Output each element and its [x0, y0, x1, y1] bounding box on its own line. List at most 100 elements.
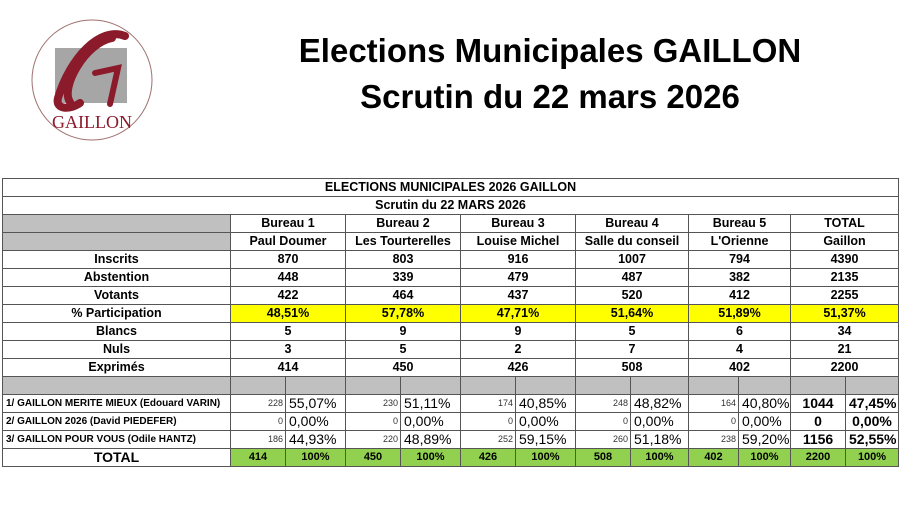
total-percent: 100% [285, 448, 346, 467]
svg-text:GAILLON: GAILLON [52, 112, 132, 132]
vote-count: 260 [575, 430, 631, 449]
blank-cell [460, 376, 516, 395]
stat-value: 5 [575, 322, 689, 341]
row-label: Abstention [2, 268, 231, 287]
stat-value: 479 [460, 268, 576, 287]
vote-count: 1044 [790, 394, 846, 413]
stat-value: 57,78% [345, 304, 461, 323]
vote-percent: 52,55% [844, 430, 900, 449]
separator-row [2, 376, 900, 395]
vote-count: 174 [460, 394, 516, 413]
blank-cell [230, 376, 286, 395]
row-label: Exprimés [2, 358, 231, 377]
blank-cell [2, 214, 231, 233]
vote-count: 0 [790, 412, 846, 431]
stat-value: 382 [688, 268, 791, 287]
bureau-header: Bureau 3 [460, 214, 576, 233]
stat-value: 3 [230, 340, 346, 359]
vote-count: 1156 [790, 430, 846, 449]
stat-value: 1007 [575, 250, 689, 269]
location-row: Paul Doumer Les Tourterelles Louise Michel… [2, 232, 900, 251]
location-header: Paul Doumer [230, 232, 346, 251]
table-title: ELECTIONS MUNICIPALES 2026 GAILLON [1, 178, 900, 197]
list-label: 2/ GAILLON 2026 (David PIEDEFER) [2, 412, 231, 431]
location-header: Salle du conseil [575, 232, 689, 251]
blank-cell [2, 376, 231, 395]
blank-cell [2, 232, 231, 251]
location-header: Louise Michel [460, 232, 576, 251]
table-subtitle: Scrutin du 22 MARS 2026 [1, 196, 900, 215]
total-percent: 100% [844, 448, 900, 467]
stat-row: Nuls 3 5 2 7 4 21 [2, 340, 900, 359]
stat-row: Exprimés 414 450 426 508 402 2200 [2, 358, 900, 377]
vote-percent: 48,82% [630, 394, 689, 413]
blank-cell [345, 376, 401, 395]
vote-percent: 0,00% [285, 412, 346, 431]
vote-percent: 48,89% [400, 430, 461, 449]
vote-count: 0 [230, 412, 286, 431]
vote-percent: 59,20% [738, 430, 791, 449]
blank-cell [285, 376, 346, 395]
list-label: 1/ GAILLON MERITE MIEUX (Edouard VARIN) [2, 394, 231, 413]
stat-value: 47,71% [460, 304, 576, 323]
vote-count: 164 [688, 394, 739, 413]
stat-value: 2 [460, 340, 576, 359]
vote-count: 230 [345, 394, 401, 413]
stat-value: 9 [345, 322, 461, 341]
bureau-header: Bureau 5 [688, 214, 791, 233]
total-percent: 100% [738, 448, 791, 467]
total-label: TOTAL [2, 448, 231, 467]
total-percent: 100% [515, 448, 576, 467]
vote-percent: 0,00% [515, 412, 576, 431]
bureau-header: Bureau 1 [230, 214, 346, 233]
bureau-header: Bureau 4 [575, 214, 689, 233]
blank-cell [630, 376, 689, 395]
stat-value: 4390 [789, 250, 900, 269]
vote-percent: 0,00% [400, 412, 461, 431]
stat-value: 9 [460, 322, 576, 341]
vote-percent: 0,00% [630, 412, 689, 431]
stat-value: 339 [345, 268, 461, 287]
stat-value: 794 [688, 250, 791, 269]
stat-value: 412 [688, 286, 791, 305]
stat-value: 2200 [789, 358, 900, 377]
bureau-row: Bureau 1 Bureau 2 Bureau 3 Bureau 4 Bureau 5… [2, 214, 900, 233]
stat-row: Votants 422 464 437 520 412 2255 [2, 286, 900, 305]
vote-count: 186 [230, 430, 286, 449]
bureau-header: Bureau 2 [345, 214, 461, 233]
stat-value: 916 [460, 250, 576, 269]
subtitle-row: Scrutin du 22 MARS 2026 [1, 196, 900, 215]
list-row: 1/ GAILLON MERITE MIEUX (Edouard VARIN) 2… [2, 394, 900, 413]
stat-value: 450 [345, 358, 461, 377]
vote-percent: 51,11% [400, 394, 461, 413]
page-subtitle: Scrutin du 22 mars 2026 [360, 78, 740, 115]
row-label: Nuls [2, 340, 231, 359]
blank-cell [688, 376, 739, 395]
vote-count: 228 [230, 394, 286, 413]
total-row: TOTAL 414 100% 450 100% 426 100% 508 100% 402 100%… [2, 448, 900, 467]
stat-value: 422 [230, 286, 346, 305]
total-votes: 426 [460, 448, 516, 467]
list-row: 2/ GAILLON 2026 (David PIEDEFER) 0 0,00% 0 0… [2, 412, 900, 431]
vote-count: 252 [460, 430, 516, 449]
row-label: Inscrits [2, 250, 231, 269]
stat-value: 7 [575, 340, 689, 359]
location-header: L'Orienne [688, 232, 791, 251]
stat-value: 437 [460, 286, 576, 305]
vote-percent: 47,45% [844, 394, 900, 413]
stat-value: 402 [688, 358, 791, 377]
stat-value: 426 [460, 358, 576, 377]
vote-count: 248 [575, 394, 631, 413]
results-table: ELECTIONS MUNICIPALES 2026 GAILLON Scruti… [1, 178, 900, 467]
blank-cell [790, 376, 846, 395]
stat-value: 803 [345, 250, 461, 269]
stat-value: 414 [230, 358, 346, 377]
stat-value: 487 [575, 268, 689, 287]
vote-percent: 40,85% [515, 394, 576, 413]
list-label: 3/ GAILLON POUR VOUS (Odile HANTZ) [2, 430, 231, 449]
vote-count: 220 [345, 430, 401, 449]
row-label: Blancs [2, 322, 231, 341]
location-header: Gaillon [789, 232, 900, 251]
stat-row: Inscrits 870 803 916 1007 794 4390 [2, 250, 900, 269]
list-row: 3/ GAILLON POUR VOUS (Odile HANTZ) 186 44,… [2, 430, 900, 449]
